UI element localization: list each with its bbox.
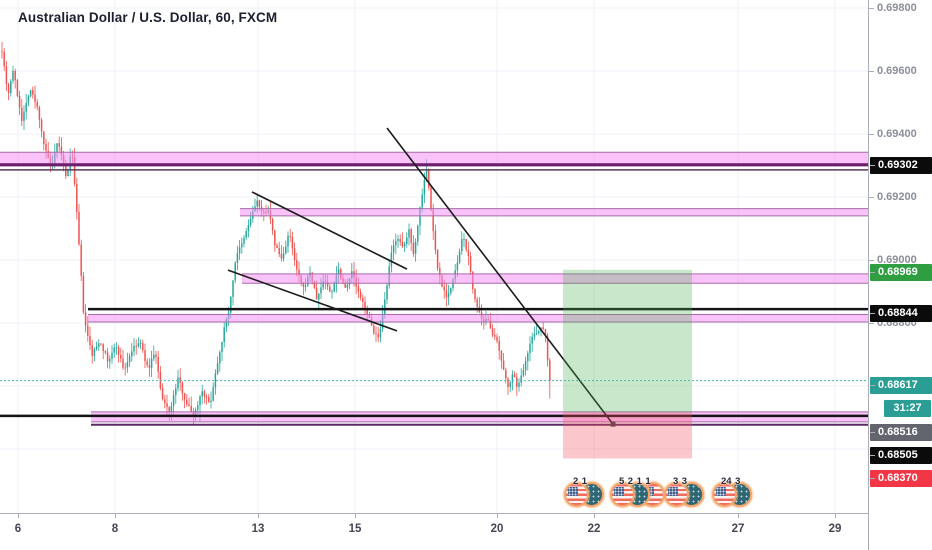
price-axis[interactable]: 0.69800 0.69600 0.69400 0.69200 0.69000 0.688…	[868, 0, 932, 513]
price-tick-label: 0.69000	[869, 253, 932, 267]
economic-event-cluster[interactable]: 24 3	[712, 476, 758, 507]
price-level-badge: 0.68370	[870, 469, 932, 487]
time-tick-mark	[594, 514, 595, 518]
loss-zone	[563, 412, 692, 459]
chart-canvas[interactable]: Australian Dollar / U.S. Dollar, 60, FXC…	[0, 0, 868, 513]
price-level-badge: 0.68516	[870, 423, 932, 441]
price-level-badge: 0.69302	[870, 156, 932, 174]
time-tick-mark	[497, 514, 498, 518]
price-tick-label: 0.69600	[869, 64, 932, 78]
horizontal-lines[interactable]	[0, 163, 868, 426]
profit-zone	[563, 269, 692, 413]
time-tick-label: 20	[490, 523, 504, 535]
time-tick-label: 15	[348, 523, 362, 535]
price-level-badge: 0.68617	[870, 376, 932, 394]
time-tick-label: 8	[111, 523, 119, 535]
us-flag-icon	[712, 482, 737, 507]
price-level-badge: 0.68844	[870, 304, 932, 322]
time-tick-mark	[738, 514, 739, 518]
us-flag-icon	[664, 482, 689, 507]
price-level-badge: 0.68505	[870, 446, 932, 464]
price-tick-label: 0.69200	[869, 190, 932, 204]
trendlines[interactable]	[227, 127, 616, 427]
time-tick-mark	[835, 514, 836, 518]
us-flag-icon	[564, 482, 589, 507]
time-tick-label: 6	[14, 523, 22, 535]
time-tick-mark	[115, 514, 116, 518]
price-level-badge: 0.68969	[870, 263, 932, 281]
bar-countdown-badge: 31:27	[884, 399, 931, 417]
price-tick-label: 0.69400	[869, 127, 932, 141]
axis-corner	[868, 513, 932, 550]
time-tick-label: 22	[587, 523, 601, 535]
symbol-title[interactable]: Australian Dollar / U.S. Dollar, 60, FXC…	[18, 10, 278, 25]
time-tick-label: 29	[828, 523, 842, 535]
time-axis[interactable]: 6 8 13 15 20 22 27 29	[0, 513, 932, 550]
time-tick-label: 13	[251, 523, 265, 535]
time-tick-mark	[18, 514, 19, 518]
event-count-labels: 24 3	[721, 476, 741, 487]
long-position-tool[interactable]	[563, 269, 692, 459]
grid	[0, 0, 868, 513]
price-tick-label: 0.69800	[869, 1, 932, 15]
time-tick-mark	[355, 514, 356, 518]
time-tick-label: 27	[731, 523, 745, 535]
us-flag-icon	[610, 482, 635, 507]
time-tick-mark	[258, 514, 259, 518]
candlestick-chart[interactable]	[0, 0, 868, 513]
